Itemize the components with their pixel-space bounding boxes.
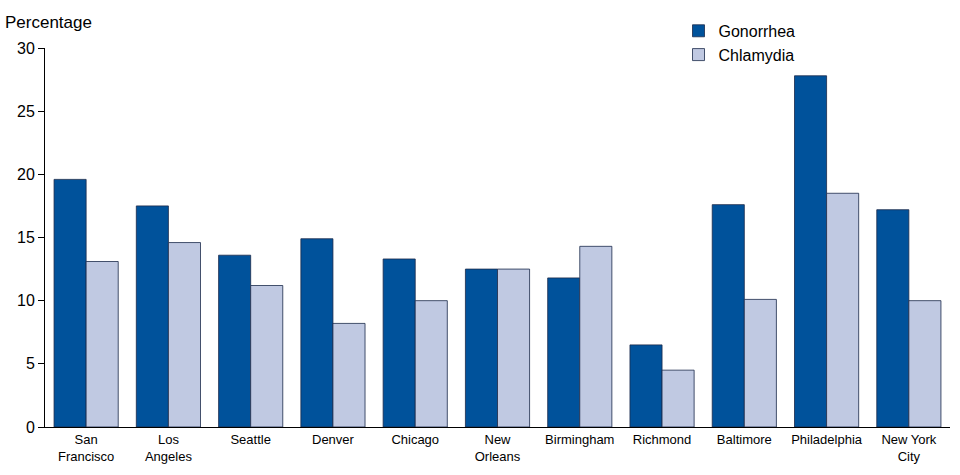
- svg-text:NewOrleans: NewOrleans: [475, 432, 521, 464]
- svg-text:SanFrancisco: SanFrancisco: [58, 432, 114, 464]
- svg-text:Birmingham: Birmingham: [545, 432, 614, 447]
- svg-text:15: 15: [17, 229, 35, 246]
- svg-text:Philadelphia: Philadelphia: [791, 432, 863, 447]
- svg-text:5: 5: [26, 355, 35, 372]
- svg-text:New YorkCity: New YorkCity: [881, 432, 936, 464]
- svg-text:0: 0: [26, 419, 35, 436]
- svg-text:Percentage: Percentage: [5, 13, 92, 32]
- svg-text:LosAngeles: LosAngeles: [145, 432, 192, 464]
- svg-text:Chlamydia: Chlamydia: [719, 47, 795, 64]
- svg-text:10: 10: [17, 292, 35, 309]
- svg-text:Gonorrhea: Gonorrhea: [719, 23, 796, 40]
- svg-text:20: 20: [17, 166, 35, 183]
- svg-text:25: 25: [17, 103, 35, 120]
- svg-text:Seattle: Seattle: [230, 432, 270, 447]
- svg-text:Richmond: Richmond: [633, 432, 692, 447]
- svg-text:Baltimore: Baltimore: [717, 432, 772, 447]
- svg-text:Chicago: Chicago: [391, 432, 439, 447]
- svg-text:30: 30: [17, 40, 35, 57]
- svg-text:Denver: Denver: [312, 432, 355, 447]
